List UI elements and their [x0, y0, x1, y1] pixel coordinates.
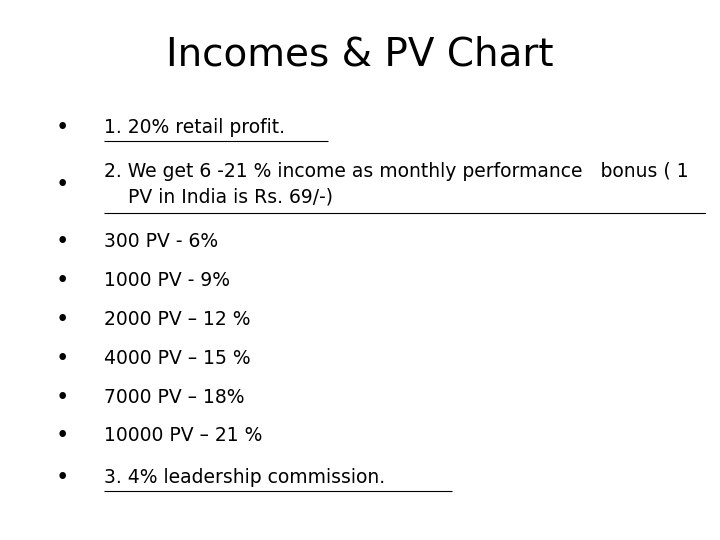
Text: Incomes & PV Chart: Incomes & PV Chart — [166, 36, 554, 74]
Text: •: • — [56, 424, 69, 447]
Text: 4000 PV – 15 %: 4000 PV – 15 % — [104, 349, 251, 368]
Text: •: • — [56, 173, 69, 196]
Text: •: • — [56, 347, 69, 369]
Text: 300 PV - 6%: 300 PV - 6% — [104, 232, 218, 251]
Text: 2. We get 6 -21 % income as monthly performance   bonus ( 1
    PV in India is R: 2. We get 6 -21 % income as monthly perf… — [104, 163, 689, 206]
Text: 10000 PV – 21 %: 10000 PV – 21 % — [104, 427, 263, 446]
Text: •: • — [56, 308, 69, 330]
Text: 1000 PV - 9%: 1000 PV - 9% — [104, 271, 230, 290]
Text: 7000 PV – 18%: 7000 PV – 18% — [104, 388, 245, 407]
Text: •: • — [56, 116, 69, 139]
Text: •: • — [56, 386, 69, 408]
Text: •: • — [56, 230, 69, 253]
Text: 1. 20% retail profit.: 1. 20% retail profit. — [104, 118, 285, 137]
Text: •: • — [56, 269, 69, 292]
Text: •: • — [56, 466, 69, 489]
Text: 3. 4% leadership commission.: 3. 4% leadership commission. — [104, 468, 385, 487]
Text: 2000 PV – 12 %: 2000 PV – 12 % — [104, 310, 251, 329]
